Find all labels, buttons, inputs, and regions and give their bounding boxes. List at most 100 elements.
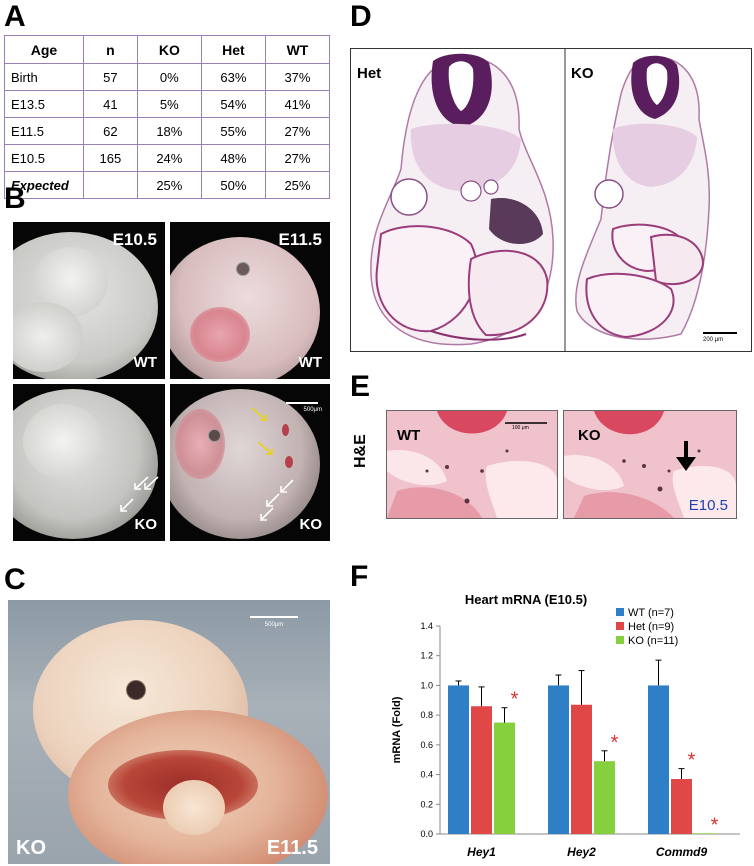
stage-label: E10.5 <box>688 497 728 514</box>
table-header: Het <box>200 35 266 64</box>
significance-marker: * <box>611 732 619 754</box>
arrow-icon <box>676 441 696 471</box>
bar <box>594 761 615 834</box>
legend-entry: WT (n=7) <box>628 607 674 619</box>
panel-label-c: C <box>4 563 26 596</box>
table-cell: 165 <box>83 144 138 172</box>
table-header: n <box>83 35 138 64</box>
embryo-photo-ko-e11-5: 500μm KO <box>170 384 330 541</box>
table-cell: E13.5 <box>4 90 84 118</box>
y-tick-label: 1.0 <box>420 680 433 690</box>
genotype-table: Age n KO Het WT Birth 57 0% 63% 37% E13.… <box>4 35 331 199</box>
y-axis-label: mRNA (Fold) <box>391 696 403 763</box>
histology-section-panel: Het KO 200 μm <box>350 48 752 352</box>
embryo-photo-ko-e10-5: KO <box>13 384 165 541</box>
scale-bar-label: 100 μm <box>512 425 529 431</box>
table-header-row: Age n KO Het WT <box>4 35 331 64</box>
table-cell: 37% <box>264 63 331 91</box>
significance-marker: * <box>688 750 696 772</box>
ko-label: KO <box>578 427 601 444</box>
significance-marker: * <box>511 689 519 711</box>
scale-bar <box>286 402 318 404</box>
table-cell: Expected <box>4 171 84 199</box>
wt-label: WT <box>397 427 421 444</box>
chart-title: Heart mRNA (E10.5) <box>465 592 587 607</box>
bar <box>548 685 569 834</box>
genotype-label: WT <box>133 354 157 371</box>
genotype-label: WT <box>298 354 322 371</box>
panel-label-d: D <box>350 0 372 33</box>
he-stain-label: H&E <box>352 434 369 468</box>
table-cell: 27% <box>264 117 331 145</box>
scale-bar <box>250 616 298 618</box>
y-tick-label: 0.0 <box>420 829 433 839</box>
table-header: KO <box>136 35 202 64</box>
embryo-photo-wt-e10-5: E10.5 WT <box>13 222 165 379</box>
table-cell: 18% <box>136 117 202 145</box>
table-cell: 27% <box>264 144 331 172</box>
stage-label: E10.5 <box>112 230 157 249</box>
table-row: Birth 57 0% 63% 37% <box>4 63 331 91</box>
stage-label: E11.5 <box>266 837 318 859</box>
bar <box>694 833 715 834</box>
table-cell: 57 <box>83 63 138 91</box>
bar <box>671 779 692 834</box>
category-label: Hey1 <box>467 845 496 859</box>
arrow-icon <box>120 476 159 512</box>
he-section-wt: WT 100 μm <box>386 410 558 519</box>
table-cell: 25% <box>264 171 331 199</box>
table-cell: 5% <box>136 90 202 118</box>
he-section-image <box>387 411 557 518</box>
bar <box>571 704 592 834</box>
y-tick-label: 1.4 <box>420 621 433 631</box>
table-cell: 0% <box>136 63 202 91</box>
table-cell: 25% <box>136 171 202 199</box>
panel-label-f: F <box>350 560 369 593</box>
table-cell: 54% <box>200 90 266 118</box>
table-row: E10.5 165 24% 48% 27% <box>4 144 331 172</box>
y-tick-label: 0.4 <box>420 770 433 780</box>
embryo-photo-wt-e11-5: E11.5 WT <box>170 222 330 379</box>
histology-sections-image <box>370 49 737 351</box>
legend-swatch <box>616 608 624 616</box>
y-tick-label: 0.8 <box>420 710 433 720</box>
bar <box>648 685 669 834</box>
table-cell: 55% <box>200 117 266 145</box>
category-label: Hey2 <box>567 845 596 859</box>
bar <box>448 685 469 834</box>
table-cell: E10.5 <box>4 144 84 172</box>
table-cell: Birth <box>4 63 84 91</box>
table-row: Expected 25% 50% 25% <box>4 171 331 199</box>
stage-label: E11.5 <box>278 230 323 249</box>
he-section-ko: KO E10.5 <box>563 410 737 519</box>
scale-bar-label: 500μm <box>264 622 284 628</box>
genotype-label: KO <box>299 516 323 533</box>
table-cell: 48% <box>200 144 266 172</box>
table-row: E13.5 41 5% 54% 41% <box>4 90 331 118</box>
table-row: E11.5 62 18% 55% 27% <box>4 117 331 145</box>
table-cell: 50% <box>200 171 266 199</box>
panel-label-b: B <box>4 182 26 215</box>
table-cell: 62 <box>83 117 138 145</box>
legend-swatch <box>616 636 624 644</box>
legend-entry: KO (n=11) <box>628 635 678 647</box>
arrow-icon <box>260 479 294 521</box>
bar <box>494 722 515 834</box>
table-header: Age <box>4 35 84 64</box>
category-label: Commd9 <box>656 845 708 859</box>
table-cell: 24% <box>136 144 202 172</box>
y-tick-label: 1.2 <box>420 651 433 661</box>
y-tick-label: 0.6 <box>420 740 433 750</box>
panel-label-e: E <box>350 370 371 403</box>
panel-label-a: A <box>4 0 26 33</box>
genotype-label: KO <box>134 516 158 533</box>
y-tick-label: 0.2 <box>420 799 433 809</box>
het-label: Het <box>357 65 382 82</box>
legend-swatch <box>616 622 624 630</box>
table-cell: 41% <box>264 90 331 118</box>
scale-bar-label: 200 μm <box>703 337 724 343</box>
table-cell: E11.5 <box>4 117 84 145</box>
legend-entry: Het (n=9) <box>628 621 674 633</box>
table-header: WT <box>264 35 331 64</box>
scale-bar-label: 500μm <box>303 407 322 413</box>
